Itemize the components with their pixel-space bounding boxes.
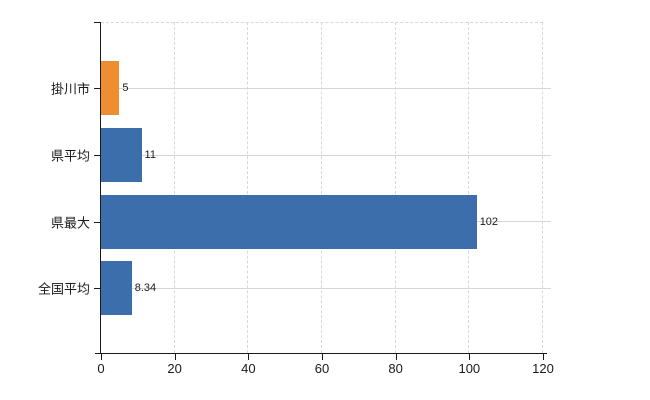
x-gridline: [247, 22, 249, 353]
row-gridline: [101, 287, 551, 289]
row-gridline: [101, 87, 551, 89]
plot-top-border: [101, 22, 543, 23]
y-axis-tick: [94, 288, 100, 289]
category-label: 全国平均: [37, 281, 90, 297]
x-gridline: [321, 22, 322, 353]
x-axis-tick: [395, 354, 397, 360]
bar-national-avg: [101, 261, 132, 315]
x-tick-label: 0: [97, 361, 105, 376]
plot-area: 5 11 102 8.34: [101, 22, 551, 353]
y-axis-tick: [94, 221, 100, 223]
y-axis-tick: [94, 155, 100, 156]
x-tick-label: 120: [532, 361, 554, 376]
x-axis-tick: [322, 354, 323, 360]
x-tick-label: 100: [458, 361, 481, 376]
x-gridline: [542, 22, 543, 353]
y-axis-top-tick: [94, 22, 100, 23]
x-tick-label: 40: [241, 361, 256, 376]
x-tick-label: 20: [167, 361, 182, 376]
bar-pref-max: [101, 194, 477, 249]
bar-value-label: 102: [479, 215, 499, 228]
y-axis-tick: [94, 88, 100, 89]
x-axis-tick: [469, 354, 471, 360]
x-gridline: [468, 22, 470, 353]
category-label: 掛川市: [50, 81, 90, 97]
x-axis-tick: [174, 354, 176, 360]
x-gridline: [173, 22, 175, 353]
y-axis-line: [100, 22, 101, 353]
x-axis-tick: [543, 354, 544, 360]
bar-pref-avg: [101, 128, 142, 182]
bar-kakegawa: [101, 61, 120, 115]
x-gridline: [394, 22, 396, 353]
row-gridline: [101, 154, 551, 156]
x-axis-line: [95, 353, 547, 354]
x-axis-tick: [248, 354, 250, 360]
bar-value-label: 11: [144, 149, 156, 161]
category-label: 県最大: [50, 215, 90, 230]
category-label: 県平均: [50, 148, 90, 164]
bar-value-label: 8.34: [134, 282, 157, 294]
bar-value-label: 5: [122, 82, 129, 94]
x-tick-label: 80: [388, 361, 403, 376]
x-tick-label: 60: [314, 361, 330, 376]
x-axis-tick: [101, 354, 102, 360]
